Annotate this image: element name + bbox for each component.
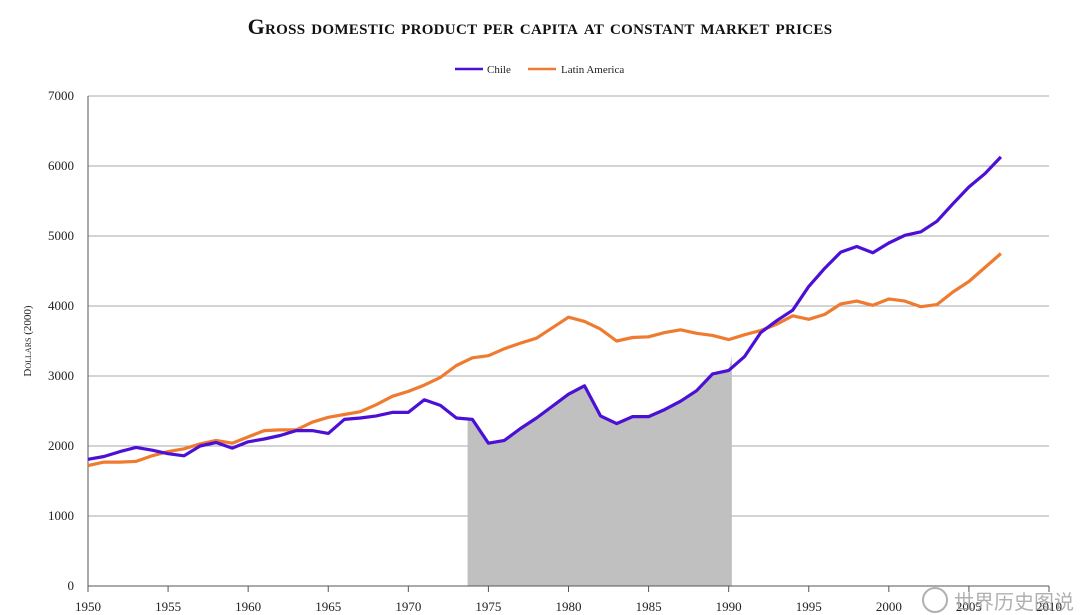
series-line-latin-america — [87, 252, 1002, 468]
legend[interactable]: Chile Latin America — [455, 64, 624, 76]
y-tick-label: 3000 — [48, 368, 74, 383]
x-tick-label: 1955 — [155, 599, 181, 613]
wechat-icon — [922, 587, 948, 613]
x-tick-label: 1970 — [395, 599, 421, 613]
y-tick-labels: 0 1000 2000 3000 4000 5000 6000 7000 — [48, 88, 74, 593]
series-lines — [87, 155, 1003, 468]
y-tick-label: 4000 — [48, 298, 74, 313]
y-tick-label: 2000 — [48, 438, 74, 453]
x-tick-label: 1950 — [75, 599, 101, 613]
x-tick-label: 1995 — [796, 599, 822, 613]
y-tick-label: 1000 — [48, 508, 74, 523]
legend-label-latin-america: Latin America — [561, 64, 624, 76]
x-tick-label: 2000 — [876, 599, 902, 613]
x-tick-label: 1965 — [315, 599, 341, 613]
x-tick-labels: 1950 1955 1960 1965 1970 1975 1980 1985 1990 1995… — [75, 599, 1062, 613]
shaded-area — [467, 356, 732, 586]
y-tick-label: 7000 — [48, 88, 74, 103]
x-tick-label: 1985 — [636, 599, 662, 613]
chart-title: Gross domestic product per capita at con… — [247, 14, 833, 39]
legend-label-chile: Chile — [487, 64, 511, 76]
watermark-text: 世界历史图说 — [954, 590, 1074, 614]
x-tick-label: 1960 — [235, 599, 261, 613]
x-tick-label: 2005 — [956, 599, 982, 613]
y-tick-label: 0 — [68, 578, 75, 593]
x-tick-label: 1990 — [716, 599, 742, 613]
x-tick-label: 1980 — [556, 599, 582, 613]
x-tick-label: 1975 — [475, 599, 501, 613]
watermark: 世界历史图说 — [922, 586, 1074, 615]
y-axis-title: Dollars (2000) — [22, 305, 34, 376]
x-tick-label: 2010 — [1036, 599, 1062, 613]
y-tick-label: 6000 — [48, 158, 74, 173]
axes — [87, 96, 1050, 592]
y-tick-label: 5000 — [48, 228, 74, 243]
series-line-chile — [87, 155, 1003, 461]
